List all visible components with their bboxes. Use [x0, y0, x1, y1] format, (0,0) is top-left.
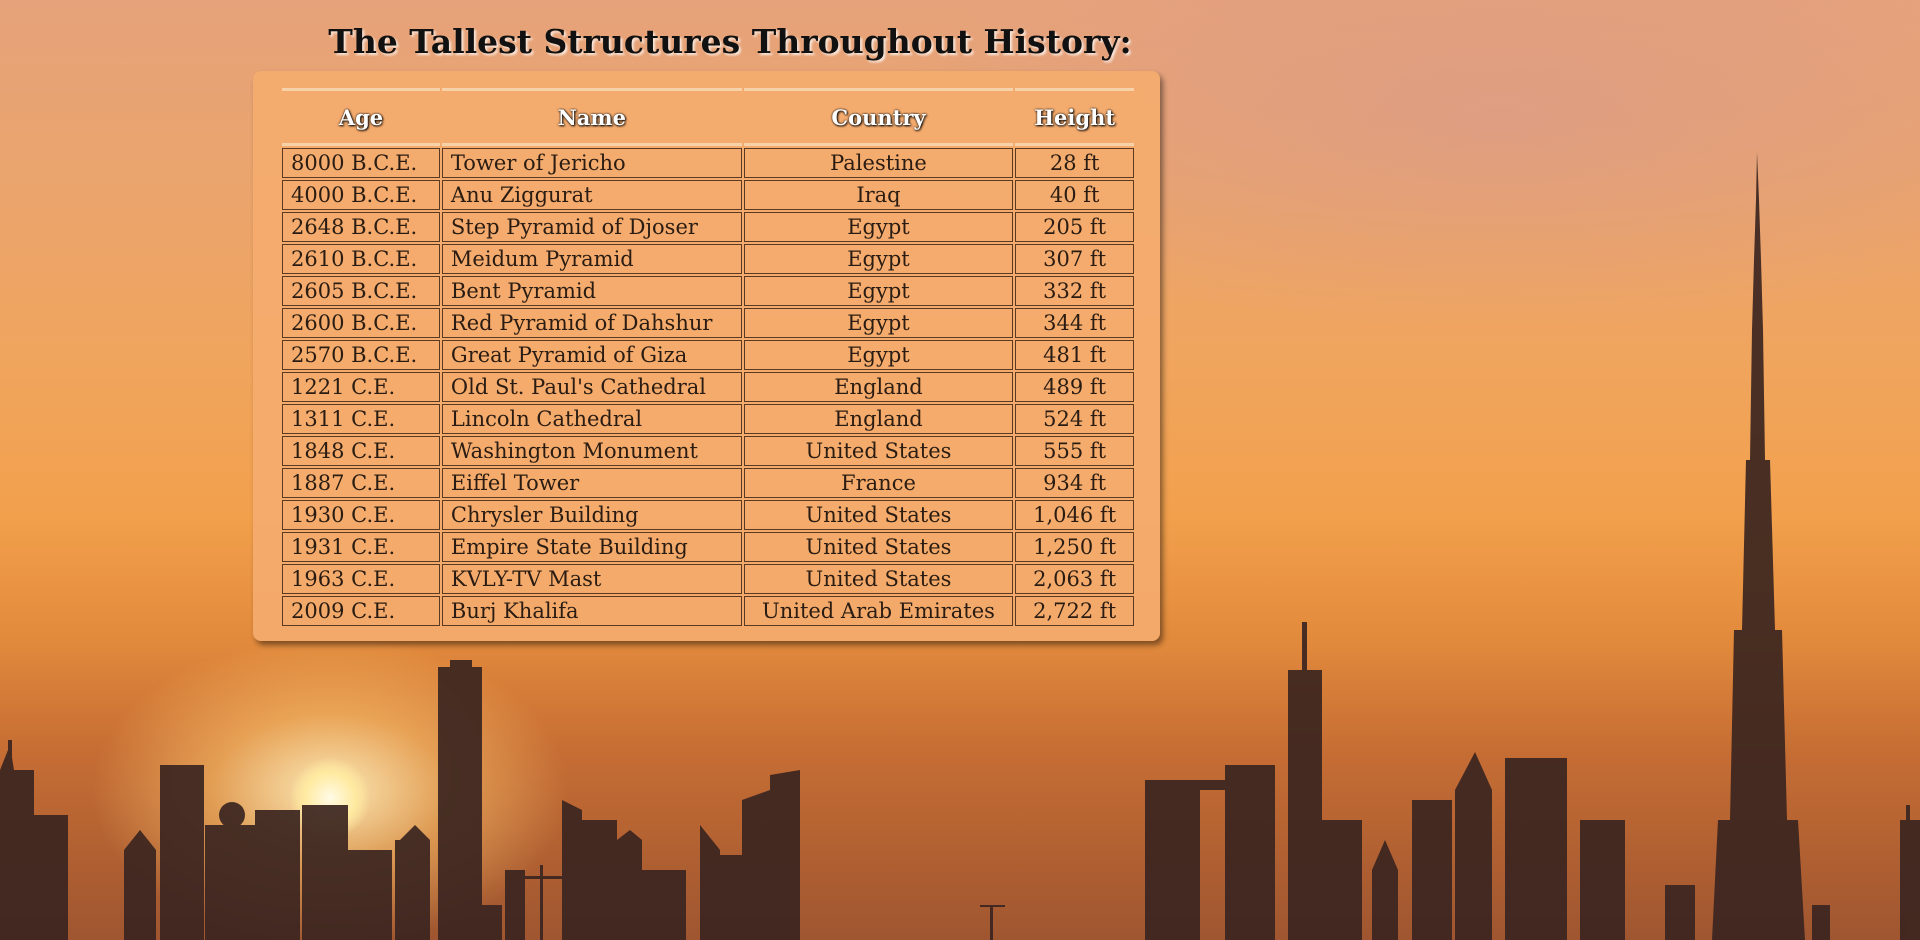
column-header-country: Country: [743, 88, 1014, 146]
cell-country: Palestine: [743, 148, 1014, 178]
cell-country: Egypt: [743, 340, 1014, 370]
cell-country: United States: [743, 500, 1014, 530]
cell-country: England: [743, 404, 1014, 434]
cell-country: France: [743, 468, 1014, 498]
table-row: 2610 B.C.E. Meidum Pyramid Egypt 307 ft: [282, 244, 1134, 274]
cell-age: 1887 C.E.: [282, 468, 440, 498]
cell-height: 555 ft: [1015, 436, 1134, 466]
cell-country: Egypt: [743, 212, 1014, 242]
cell-name: Eiffel Tower: [441, 468, 742, 498]
column-header-age: Age: [282, 88, 440, 146]
cell-height: 344 ft: [1015, 308, 1134, 338]
cell-age: 1848 C.E.: [282, 436, 440, 466]
cell-name: Step Pyramid of Djoser: [441, 212, 742, 242]
cell-height: 28 ft: [1015, 148, 1134, 178]
cell-name: Old St. Paul's Cathedral: [441, 372, 742, 402]
cell-country: Egypt: [743, 244, 1014, 274]
cell-name: KVLY-TV Mast: [441, 564, 742, 594]
table-header-row: Age Name Country Height: [282, 88, 1134, 146]
cell-country: Iraq: [743, 180, 1014, 210]
cell-age: 2570 B.C.E.: [282, 340, 440, 370]
cell-height: 1,250 ft: [1015, 532, 1134, 562]
table-row: 1963 C.E. KVLY-TV Mast United States 2,0…: [282, 564, 1134, 594]
tallest-structures-table: Age Name Country Height 8000 B.C.E. Towe…: [280, 86, 1136, 628]
cell-country: United Arab Emirates: [743, 596, 1014, 626]
cell-height: 489 ft: [1015, 372, 1134, 402]
cell-country: Egypt: [743, 308, 1014, 338]
page-title: The Tallest Structures Throughout Histor…: [328, 22, 1132, 61]
cell-height: 2,722 ft: [1015, 596, 1134, 626]
cell-name: Meidum Pyramid: [441, 244, 742, 274]
cell-country: England: [743, 372, 1014, 402]
cell-height: 332 ft: [1015, 276, 1134, 306]
table-row: 2605 B.C.E. Bent Pyramid Egypt 332 ft: [282, 276, 1134, 306]
cell-age: 8000 B.C.E.: [282, 148, 440, 178]
cell-name: Tower of Jericho: [441, 148, 742, 178]
table-row: 4000 B.C.E. Anu Ziggurat Iraq 40 ft: [282, 180, 1134, 210]
cell-name: Great Pyramid of Giza: [441, 340, 742, 370]
cell-height: 40 ft: [1015, 180, 1134, 210]
cell-age: 1221 C.E.: [282, 372, 440, 402]
table-row: 1848 C.E. Washington Monument United Sta…: [282, 436, 1134, 466]
cell-height: 524 ft: [1015, 404, 1134, 434]
table-row: 2570 B.C.E. Great Pyramid of Giza Egypt …: [282, 340, 1134, 370]
cell-name: Empire State Building: [441, 532, 742, 562]
cell-name: Bent Pyramid: [441, 276, 742, 306]
cell-country: United States: [743, 436, 1014, 466]
table-row: 8000 B.C.E. Tower of Jericho Palestine 2…: [282, 148, 1134, 178]
cell-height: 1,046 ft: [1015, 500, 1134, 530]
cell-country: Egypt: [743, 276, 1014, 306]
cell-country: United States: [743, 564, 1014, 594]
table-row: 2009 C.E. Burj Khalifa United Arab Emira…: [282, 596, 1134, 626]
structures-table-card: Age Name Country Height 8000 B.C.E. Towe…: [253, 71, 1160, 641]
column-header-height: Height: [1015, 88, 1134, 146]
cell-country: United States: [743, 532, 1014, 562]
table-row: 1930 C.E. Chrysler Building United State…: [282, 500, 1134, 530]
cell-age: 1963 C.E.: [282, 564, 440, 594]
column-header-name: Name: [441, 88, 742, 146]
cell-age: 1931 C.E.: [282, 532, 440, 562]
cell-age: 4000 B.C.E.: [282, 180, 440, 210]
table-row: 1931 C.E. Empire State Building United S…: [282, 532, 1134, 562]
cell-name: Lincoln Cathedral: [441, 404, 742, 434]
cell-name: Chrysler Building: [441, 500, 742, 530]
cell-age: 2600 B.C.E.: [282, 308, 440, 338]
table-row: 1311 C.E. Lincoln Cathedral England 524 …: [282, 404, 1134, 434]
table-row: 1887 C.E. Eiffel Tower France 934 ft: [282, 468, 1134, 498]
cell-name: Washington Monument: [441, 436, 742, 466]
cell-age: 2610 B.C.E.: [282, 244, 440, 274]
cell-name: Red Pyramid of Dahshur: [441, 308, 742, 338]
cell-name: Burj Khalifa: [441, 596, 742, 626]
cell-age: 2009 C.E.: [282, 596, 440, 626]
table-row: 1221 C.E. Old St. Paul's Cathedral Engla…: [282, 372, 1134, 402]
cell-age: 1311 C.E.: [282, 404, 440, 434]
cell-age: 2648 B.C.E.: [282, 212, 440, 242]
cell-height: 205 ft: [1015, 212, 1134, 242]
cell-height: 307 ft: [1015, 244, 1134, 274]
table-row: 2600 B.C.E. Red Pyramid of Dahshur Egypt…: [282, 308, 1134, 338]
cell-height: 481 ft: [1015, 340, 1134, 370]
cell-name: Anu Ziggurat: [441, 180, 742, 210]
cell-height: 934 ft: [1015, 468, 1134, 498]
cell-age: 1930 C.E.: [282, 500, 440, 530]
cell-age: 2605 B.C.E.: [282, 276, 440, 306]
table-row: 2648 B.C.E. Step Pyramid of Djoser Egypt…: [282, 212, 1134, 242]
cell-height: 2,063 ft: [1015, 564, 1134, 594]
